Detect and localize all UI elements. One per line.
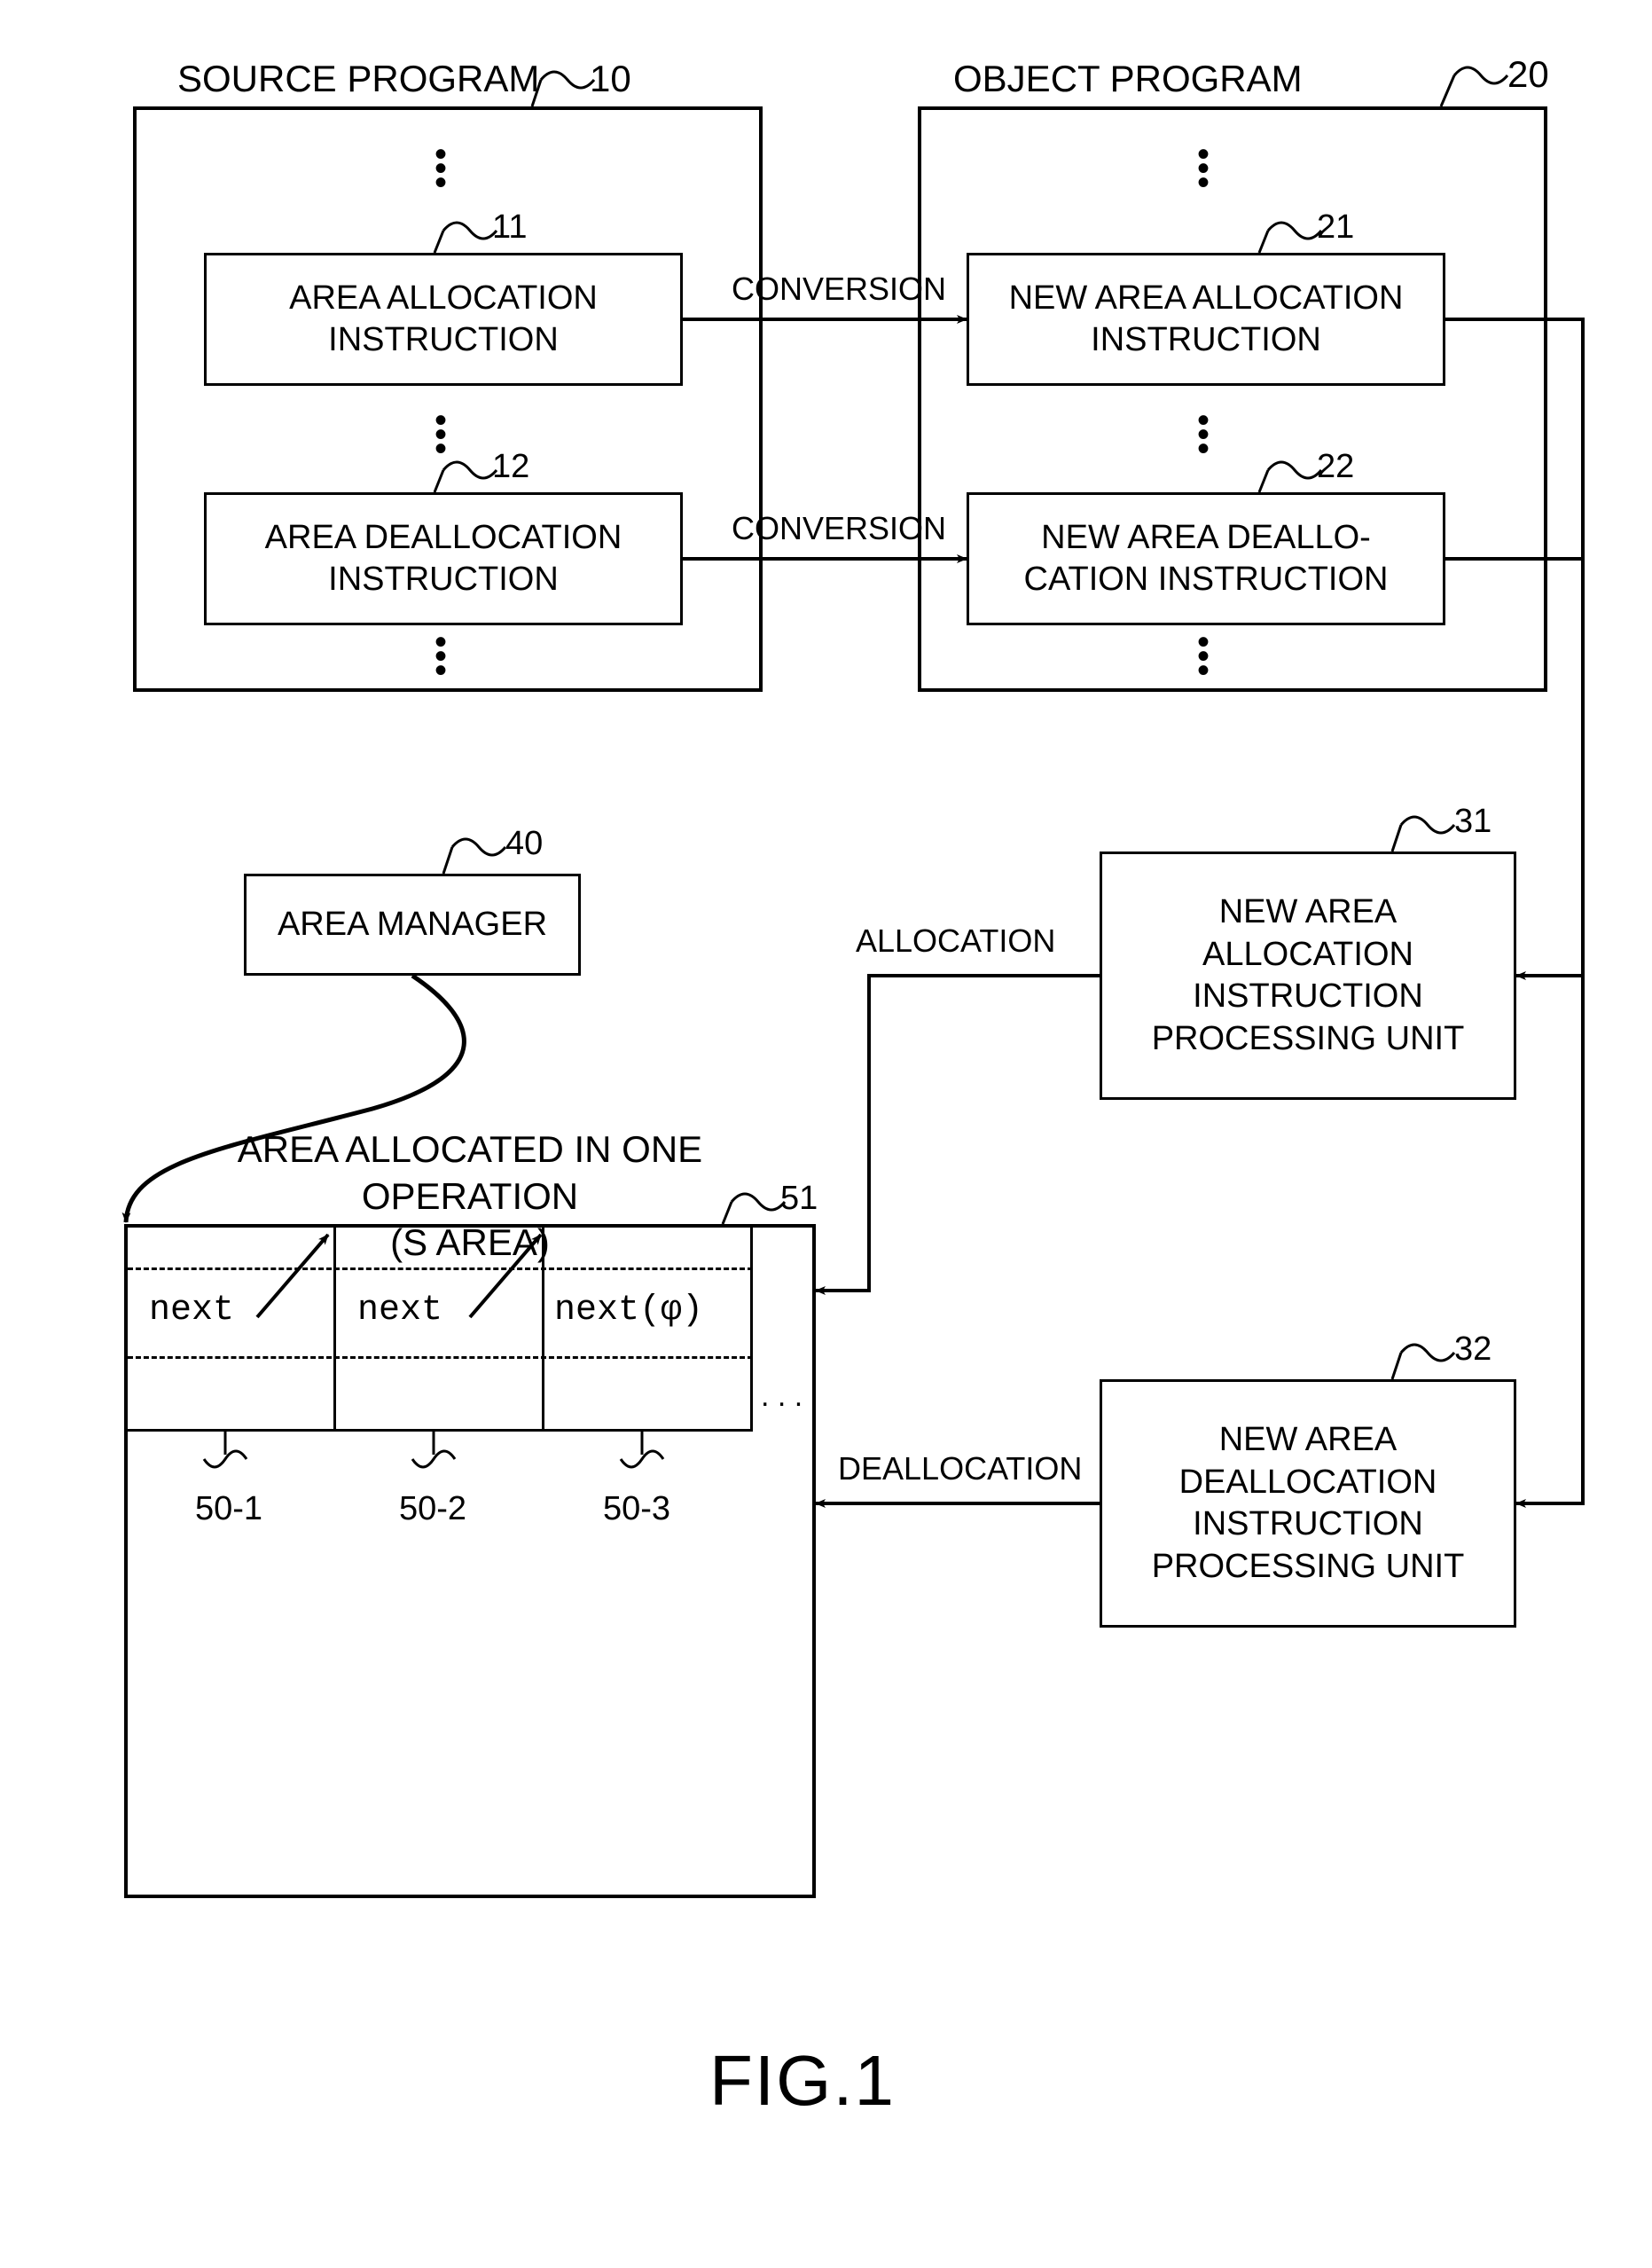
area-alloc-instr-box: AREA ALLOCATION INSTRUCTION — [204, 253, 683, 386]
area-manager-ref: 40 — [505, 825, 543, 863]
source-program-title: SOURCE PROGRAM — [177, 58, 539, 100]
new-alloc-unit-box: NEW AREA ALLOCATION INSTRUCTION PROCESSI… — [1100, 851, 1516, 1100]
new-alloc-instr-ref: 21 — [1317, 208, 1354, 247]
area-dealloc-instr-ref: 12 — [492, 448, 529, 486]
object-program-title: OBJECT PROGRAM — [953, 58, 1303, 100]
object-program-ref: 20 — [1507, 53, 1549, 96]
vdots-icon: ••• — [435, 417, 447, 459]
new-alloc-unit-ref: 31 — [1454, 803, 1491, 841]
s-area-cell-label: next — [149, 1291, 234, 1330]
conversion-label: CONVERSION — [732, 510, 946, 547]
new-dealloc-unit-box: NEW AREA DEALLOCATION INSTRUCTION PROCES… — [1100, 1379, 1516, 1628]
vdots-icon: ••• — [435, 151, 447, 193]
allocation-label: ALLOCATION — [856, 922, 1055, 960]
source-program-ref: 10 — [590, 58, 631, 100]
dashed-line — [128, 1267, 753, 1270]
vdots-icon: ••• — [1197, 639, 1210, 681]
s-area-cell-ref: 50-1 — [195, 1490, 262, 1528]
vdots-icon: ••• — [1197, 151, 1210, 193]
s-area-cell-ref: 50-2 — [399, 1490, 466, 1528]
new-alloc-instr-box: NEW AREA ALLOCATION INSTRUCTION — [967, 253, 1445, 386]
area-alloc-instr-ref: 11 — [492, 208, 527, 247]
s-area-cell-label: next(φ) — [554, 1291, 703, 1330]
new-dealloc-unit-ref: 32 — [1454, 1330, 1491, 1369]
diagram-canvas: SOURCE PROGRAM 10 OBJECT PROGRAM 20 AREA… — [0, 0, 1652, 2268]
dashed-line — [128, 1356, 753, 1359]
ellipsis-icon: . . . — [761, 1379, 803, 1414]
s-area-cell-ref: 50-3 — [603, 1490, 670, 1528]
deallocation-label: DEALLOCATION — [838, 1450, 1082, 1487]
figure-label: FIG.1 — [709, 2040, 896, 2122]
new-dealloc-instr-ref: 22 — [1317, 448, 1354, 486]
s-area-cell-label: next — [357, 1291, 442, 1330]
area-dealloc-instr-box: AREA DEALLOCATION INSTRUCTION — [204, 492, 683, 625]
area-manager-box: AREA MANAGER — [244, 874, 581, 976]
vdots-icon: ••• — [435, 639, 447, 681]
new-dealloc-instr-box: NEW AREA DEALLO- CATION INSTRUCTION — [967, 492, 1445, 625]
conversion-label: CONVERSION — [732, 271, 946, 308]
s-area-ref: 51 — [780, 1180, 818, 1218]
vdots-icon: ••• — [1197, 417, 1210, 459]
